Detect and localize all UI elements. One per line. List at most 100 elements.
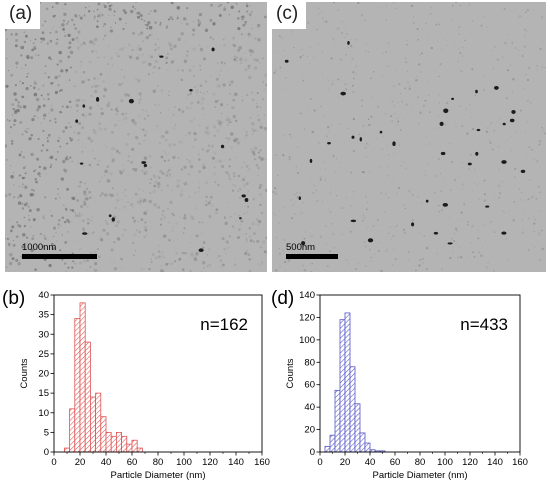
particle-speck bbox=[163, 159, 166, 162]
scalebar-c: 500nm bbox=[286, 243, 338, 259]
particle-speck bbox=[75, 185, 78, 187]
particle-speck bbox=[168, 90, 171, 93]
particle-speck bbox=[416, 75, 418, 78]
particle-speck bbox=[21, 202, 24, 205]
particle-speck bbox=[32, 86, 36, 90]
particle-speck bbox=[199, 64, 201, 67]
particle bbox=[95, 97, 100, 102]
particle-speck bbox=[7, 69, 10, 72]
particle-speck bbox=[499, 192, 502, 195]
particle-speck bbox=[227, 141, 229, 143]
particle-speck bbox=[106, 179, 111, 183]
particle-speck bbox=[331, 109, 334, 111]
particle-speck bbox=[64, 207, 68, 211]
particle-speck bbox=[257, 118, 261, 122]
particle-speck bbox=[160, 89, 163, 92]
particle-speck bbox=[255, 58, 260, 62]
particle-speck bbox=[227, 173, 231, 177]
particle-speck bbox=[283, 134, 285, 136]
particle-speck bbox=[243, 128, 245, 130]
particle bbox=[198, 248, 204, 252]
particle-speck bbox=[128, 55, 133, 59]
particle-speck bbox=[377, 6, 379, 8]
particle-speck bbox=[138, 230, 141, 234]
particle-speck bbox=[102, 228, 106, 232]
particle-speck bbox=[73, 23, 76, 26]
particle-speck bbox=[110, 26, 112, 28]
particle-speck bbox=[168, 109, 170, 111]
particle-speck bbox=[23, 31, 26, 34]
particle-speck bbox=[302, 264, 305, 267]
particle-speck bbox=[42, 245, 44, 248]
particle-speck bbox=[355, 72, 357, 75]
particle-speck bbox=[17, 101, 20, 104]
particle-speck bbox=[332, 37, 335, 40]
particle-speck bbox=[81, 113, 85, 117]
particle-speck bbox=[233, 55, 236, 58]
particle-speck bbox=[365, 208, 368, 211]
particle-speck bbox=[37, 54, 40, 57]
particle-speck bbox=[300, 211, 303, 215]
particle-speck bbox=[169, 200, 173, 204]
particle-speck bbox=[247, 211, 249, 213]
particle-speck bbox=[222, 263, 225, 267]
particle-speck bbox=[27, 205, 30, 208]
particle-speck bbox=[511, 42, 514, 44]
particle-speck bbox=[311, 262, 313, 265]
particle-speck bbox=[372, 70, 375, 73]
particle-speck bbox=[251, 150, 256, 155]
particle-speck bbox=[199, 47, 204, 52]
particle-speck bbox=[228, 83, 232, 87]
particle-speck bbox=[47, 98, 50, 101]
particle-speck bbox=[23, 40, 27, 44]
particle-speck bbox=[229, 215, 232, 218]
particle-speck bbox=[82, 41, 85, 44]
particle-speck bbox=[472, 251, 475, 254]
particle-speck bbox=[188, 160, 192, 164]
particle-speck bbox=[340, 253, 343, 255]
particle-speck bbox=[37, 137, 40, 140]
particle-speck bbox=[257, 263, 260, 266]
particle-speck bbox=[500, 10, 502, 11]
particle-speck bbox=[463, 203, 466, 206]
particle-speck bbox=[259, 183, 263, 187]
particle-speck bbox=[527, 66, 531, 70]
particle-speck bbox=[526, 99, 529, 102]
particle-speck bbox=[483, 193, 486, 196]
particle-speck bbox=[103, 174, 106, 177]
particle-speck bbox=[17, 201, 22, 205]
particle-speck bbox=[146, 27, 149, 30]
particle-speck bbox=[13, 92, 17, 96]
histogram-b-ytick-label: 0 bbox=[44, 447, 49, 458]
particle-speck bbox=[34, 80, 36, 82]
particle-speck bbox=[150, 10, 152, 12]
particle-speck bbox=[260, 262, 264, 266]
particle bbox=[143, 163, 148, 168]
particle-speck bbox=[263, 114, 266, 116]
particle-speck bbox=[211, 156, 215, 160]
particle-speck bbox=[40, 37, 43, 40]
particle-speck bbox=[34, 178, 37, 181]
particle-speck bbox=[76, 39, 80, 42]
particle-speck bbox=[257, 224, 260, 226]
particle-speck bbox=[505, 237, 508, 240]
particle-speck bbox=[207, 201, 211, 205]
particle-speck bbox=[189, 196, 191, 198]
particle-speck bbox=[309, 46, 312, 49]
particle-speck bbox=[46, 137, 49, 139]
particle-speck bbox=[142, 201, 145, 203]
particle-speck bbox=[498, 59, 500, 61]
particle-speck bbox=[18, 185, 20, 187]
particle-speck bbox=[460, 211, 463, 214]
histogram-b-ytick-label: 35 bbox=[38, 310, 49, 321]
particle-speck bbox=[523, 45, 526, 48]
particle-speck bbox=[361, 95, 363, 97]
particle-speck bbox=[138, 47, 142, 51]
particle-speck bbox=[143, 225, 148, 230]
particle-speck bbox=[251, 222, 255, 226]
particle-speck bbox=[224, 221, 228, 226]
particle-speck bbox=[124, 189, 127, 191]
particle-speck bbox=[101, 192, 104, 195]
particle-speck bbox=[89, 40, 93, 44]
particle-speck bbox=[462, 183, 465, 186]
